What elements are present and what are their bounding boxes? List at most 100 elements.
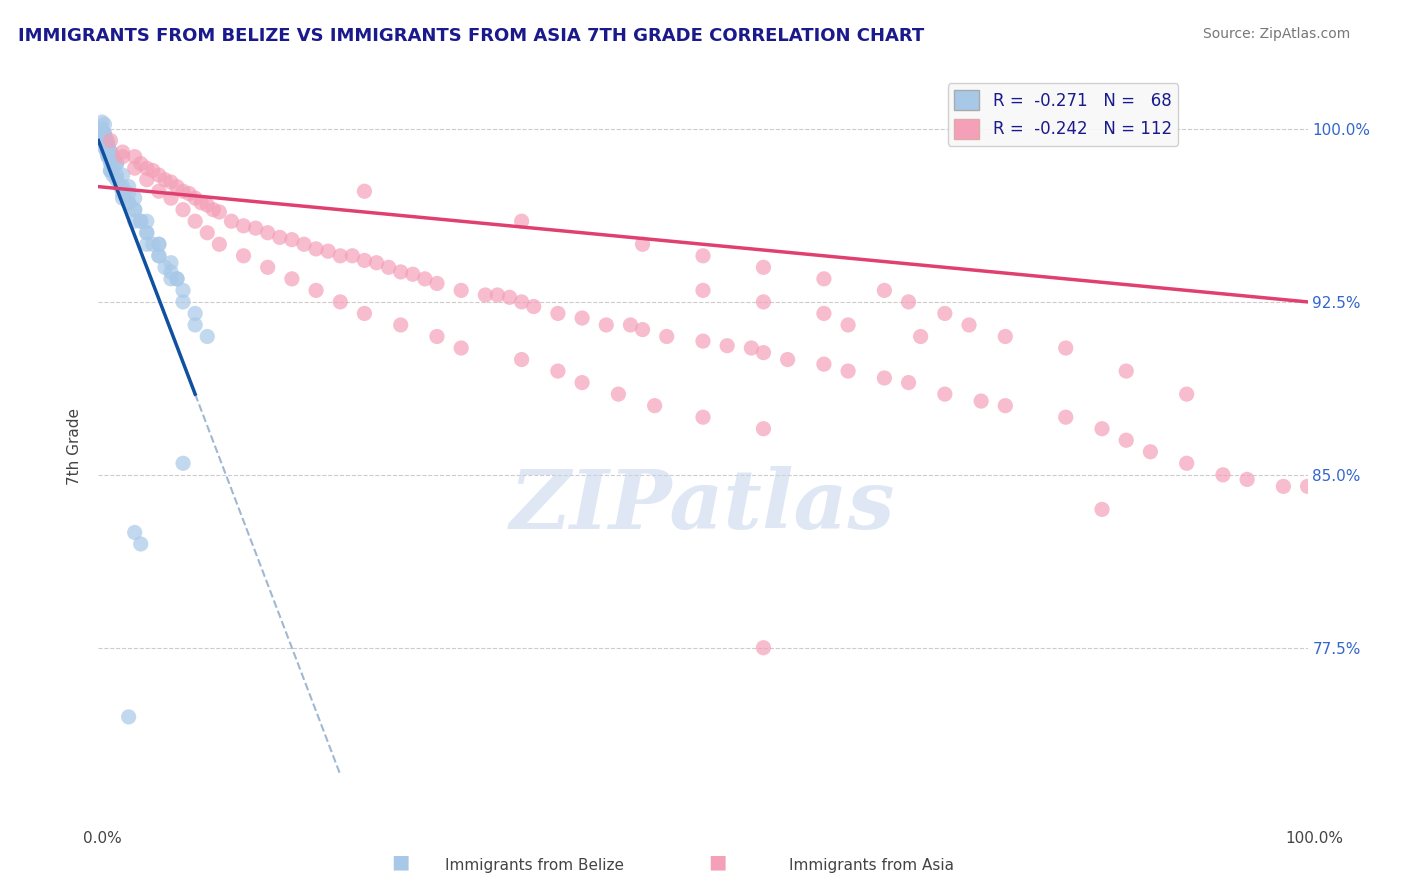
Point (124, 214, 146, 228)
Point (124, 150, 146, 164)
Text: ■: ■ (391, 853, 411, 871)
Point (934, 306, 956, 320)
Point (190, 195, 212, 210)
Point (873, 284, 896, 298)
Y-axis label: 7th Grade: 7th Grade (67, 408, 83, 484)
Text: Source: ZipAtlas.com: Source: ZipAtlas.com (1202, 27, 1350, 41)
Point (184, 318, 207, 332)
Point (97, 150, 120, 164)
Point (118, 179, 141, 194)
Text: Immigrants from Asia: Immigrants from Asia (789, 858, 955, 872)
Point (619, 318, 641, 332)
Point (353, 184, 375, 198)
Point (93, 134, 115, 148)
Point (172, 456, 194, 470)
Point (129, 156, 152, 170)
Point (353, 253, 375, 268)
Point (111, 186, 134, 201)
Point (1272, 479, 1295, 493)
Point (118, 710, 141, 724)
Point (160, 175, 183, 189)
Point (426, 329, 449, 343)
Point (994, 399, 1017, 413)
Point (910, 329, 932, 343)
Point (124, 191, 146, 205)
Point (402, 267, 425, 281)
Point (1296, 479, 1319, 493)
Point (316, 244, 339, 259)
Point (101, 150, 124, 164)
Point (208, 237, 231, 252)
Point (108, 179, 131, 194)
Point (752, 640, 775, 655)
Point (813, 306, 835, 320)
Point (595, 318, 617, 332)
Point (118, 195, 141, 210)
Point (389, 318, 412, 332)
Point (148, 237, 170, 252)
Point (100, 154, 122, 169)
Point (426, 277, 449, 291)
Point (510, 214, 533, 228)
Point (166, 179, 188, 194)
Point (1115, 434, 1137, 448)
Point (129, 214, 152, 228)
Point (94, 138, 117, 153)
Point (96, 134, 118, 148)
Point (160, 265, 183, 279)
Point (776, 352, 799, 367)
Point (1091, 422, 1114, 436)
Point (148, 249, 170, 263)
Point (202, 202, 225, 217)
Point (377, 260, 399, 275)
Point (523, 300, 546, 314)
Point (692, 410, 714, 425)
Legend: R =  -0.271   N =   68, R =  -0.242   N = 112: R = -0.271 N = 68, R = -0.242 N = 112 (948, 84, 1178, 145)
Point (93, 140, 115, 154)
Point (873, 371, 896, 385)
Point (111, 150, 134, 164)
Point (135, 214, 157, 228)
Point (93, 117, 115, 131)
Point (93, 134, 115, 148)
Point (752, 294, 775, 309)
Point (450, 341, 472, 355)
Point (1054, 410, 1077, 425)
Point (692, 334, 714, 348)
Point (752, 345, 775, 359)
Point (105, 168, 128, 182)
Point (1212, 467, 1234, 482)
Point (179, 186, 201, 201)
Point (245, 221, 267, 235)
Point (752, 422, 775, 436)
Point (91, 127, 114, 141)
Point (329, 294, 352, 309)
Text: 0.0%: 0.0% (83, 831, 122, 846)
Point (100, 163, 122, 178)
Point (1236, 472, 1258, 486)
Point (105, 156, 128, 170)
Point (281, 272, 304, 286)
Text: IMMIGRANTS FROM BELIZE VS IMMIGRANTS FROM ASIA 7TH GRADE CORRELATION CHART: IMMIGRANTS FROM BELIZE VS IMMIGRANTS FRO… (18, 27, 925, 45)
Point (281, 233, 304, 247)
Point (195, 226, 218, 240)
Point (129, 537, 152, 551)
Point (934, 387, 956, 401)
Point (486, 288, 509, 302)
Point (994, 329, 1017, 343)
Point (692, 284, 714, 298)
Point (101, 168, 124, 182)
Point (716, 339, 738, 353)
Point (97, 138, 120, 153)
Point (172, 184, 194, 198)
Point (97, 140, 120, 154)
Point (631, 322, 654, 336)
Point (571, 311, 593, 326)
Point (813, 272, 835, 286)
Point (166, 272, 188, 286)
Point (172, 202, 194, 217)
Point (160, 191, 183, 205)
Point (91, 122, 114, 136)
Point (184, 306, 207, 320)
Point (135, 226, 157, 240)
